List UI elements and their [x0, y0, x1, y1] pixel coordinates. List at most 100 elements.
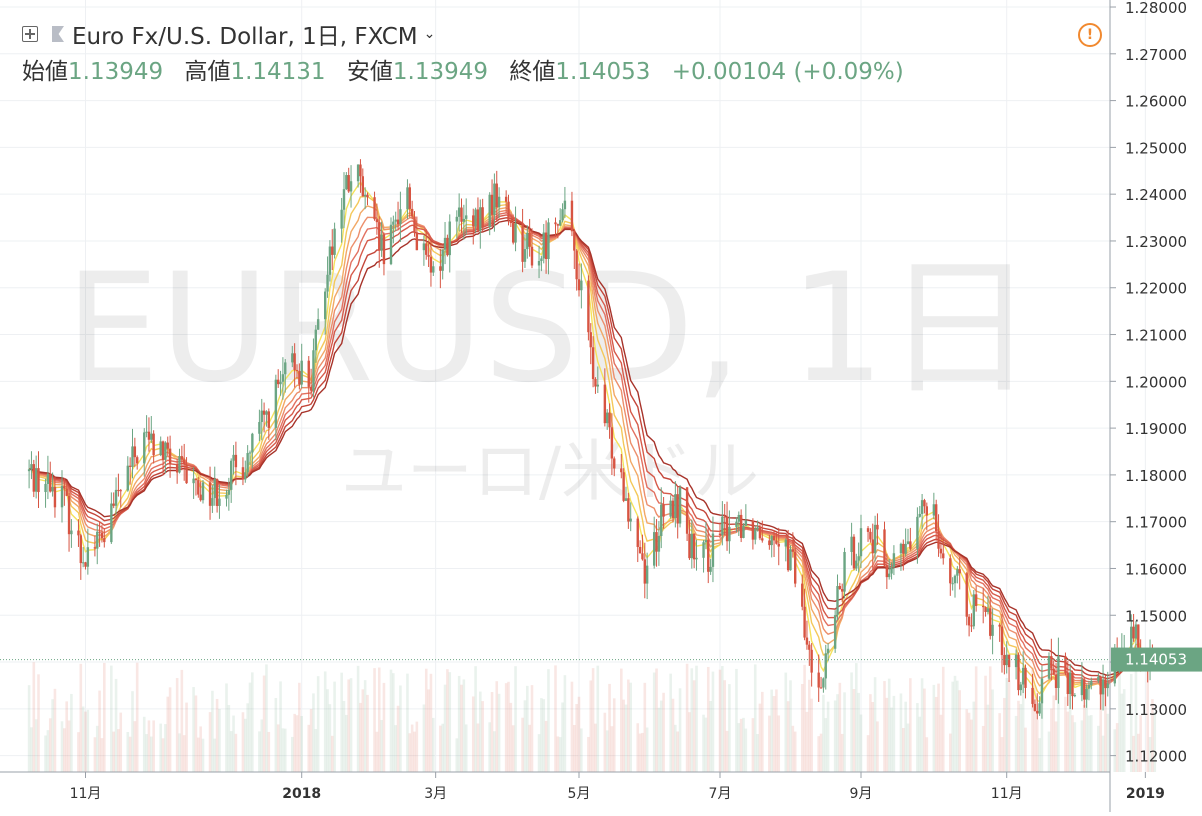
volume-bar — [671, 698, 675, 772]
volume-bar — [723, 680, 726, 772]
candle-body — [432, 266, 435, 273]
volume-bar — [753, 664, 757, 772]
volume-bar — [871, 701, 875, 772]
candle-body — [488, 194, 491, 228]
candle-body — [1003, 655, 1006, 666]
volume-bar — [293, 713, 296, 772]
candle-body — [63, 486, 66, 489]
volume-bar — [528, 724, 531, 772]
candle-body — [742, 525, 745, 538]
volume-bar — [561, 702, 564, 772]
candle-body — [1064, 656, 1067, 673]
candle-body — [761, 538, 764, 541]
candle-body — [570, 200, 574, 232]
volume-bar — [967, 712, 971, 772]
candle-body — [251, 433, 254, 453]
x-tick-label: 11月 — [991, 786, 1023, 802]
candle-body — [197, 480, 200, 495]
candle-body — [899, 543, 903, 554]
volume-bar — [488, 722, 491, 772]
alert-icon[interactable]: ! — [1078, 23, 1102, 47]
candle-body — [1040, 678, 1044, 704]
volume-bar — [810, 698, 813, 772]
volume-bar — [244, 718, 247, 772]
volume-bar — [197, 737, 200, 772]
candle-body — [274, 379, 278, 428]
volume-bar — [643, 682, 647, 772]
close-value: 1.14053 — [555, 59, 651, 85]
volume-bar — [608, 683, 611, 772]
time-axis: 11月 2018 3月 5月 7月 9月 11月 2019 — [70, 772, 1165, 802]
candle-body — [885, 565, 889, 578]
candle-body — [258, 422, 261, 434]
volume-bar — [93, 737, 97, 772]
candle-body — [446, 237, 449, 256]
candle-body — [589, 332, 592, 348]
symbol-title[interactable]: Euro Fx/U.S. Dollar, 1日, FXCM — [72, 24, 418, 50]
candle-body — [711, 533, 715, 567]
title-row: Euro Fx/U.S. Dollar, 1日, FXCM ⌄ — [22, 18, 918, 50]
volume-bar — [998, 713, 1001, 772]
volume-bar — [471, 696, 475, 772]
volume-bar — [180, 669, 184, 772]
volume-bar — [859, 714, 863, 772]
candle-body — [758, 527, 762, 539]
candle-body — [685, 487, 689, 534]
volume-bar — [556, 736, 560, 772]
candle-body — [1068, 672, 1072, 695]
candle-body — [1085, 688, 1088, 700]
candle-body — [718, 533, 722, 536]
y-tick-label: 1.23000 — [1125, 233, 1187, 251]
y-tick-label: 1.26000 — [1125, 93, 1187, 111]
volume-bar — [577, 696, 581, 772]
candle-body — [128, 465, 132, 467]
volume-bar — [1005, 677, 1008, 772]
volume-bar — [1120, 693, 1124, 772]
volume-bar — [274, 697, 278, 772]
expand-icon[interactable] — [22, 26, 38, 42]
volume-bar — [826, 701, 830, 772]
candle-body — [523, 249, 527, 262]
candle-body — [735, 521, 738, 527]
volume-bar — [918, 716, 922, 772]
volume-bar — [194, 695, 198, 772]
candle-body — [627, 498, 630, 522]
volume-bar — [941, 666, 945, 772]
candle-body — [1031, 687, 1034, 704]
candlesticks — [27, 159, 1156, 720]
volume-bar — [737, 723, 741, 772]
volume-bar — [265, 664, 268, 772]
candle-body — [892, 553, 896, 568]
candle-body — [591, 347, 595, 380]
candle-body — [504, 196, 508, 202]
volume-bar — [511, 725, 515, 772]
candle-body — [230, 460, 233, 490]
volume-bar — [394, 725, 397, 772]
y-tick-label: 1.25000 — [1125, 139, 1187, 157]
volume-bar — [756, 734, 759, 772]
candle-body — [850, 536, 853, 552]
volume-bar — [229, 731, 233, 772]
volume-bar — [166, 696, 170, 772]
volume-bar — [1047, 731, 1051, 772]
candle-body — [866, 528, 870, 532]
candle-body — [641, 553, 644, 560]
candle-body — [93, 547, 97, 549]
volume-bar — [53, 688, 57, 772]
volume-bar — [168, 687, 172, 772]
candle-body — [906, 541, 910, 544]
volume-bar — [721, 666, 724, 772]
candle-body — [213, 479, 216, 499]
volume-bar — [147, 720, 151, 772]
volume-bar — [455, 738, 459, 772]
candle-body — [32, 464, 35, 492]
volume-bar — [803, 664, 806, 772]
candle-body — [316, 319, 320, 330]
chevron-down-icon[interactable]: ⌄ — [423, 26, 436, 42]
candle-body — [803, 606, 806, 638]
candle-body — [951, 583, 954, 585]
y-tick-label: 1.28000 — [1125, 0, 1187, 17]
volume-bar — [1014, 715, 1018, 772]
volume-bar — [422, 704, 426, 772]
